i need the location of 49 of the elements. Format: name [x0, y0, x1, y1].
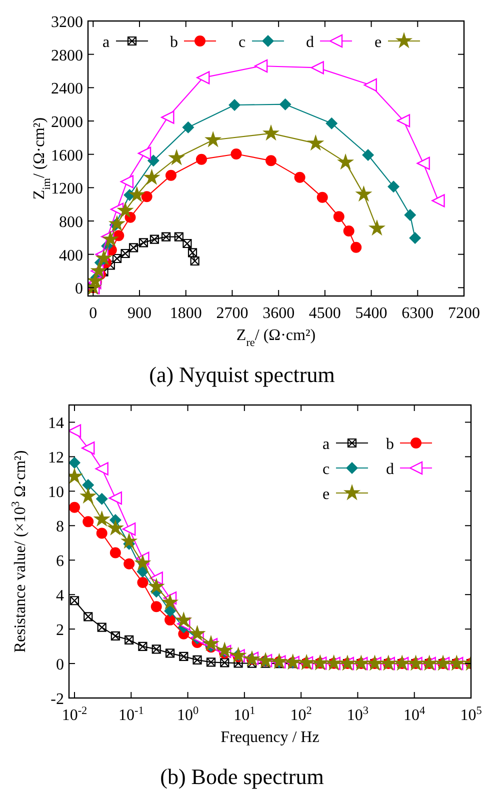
x-tick-label: 10$^{5}$ [460, 705, 482, 724]
legend-label: e [374, 34, 382, 51]
y-tick-label: 1200 [51, 180, 83, 198]
y-tick-label: 1600 [51, 147, 83, 164]
y-tick-label: 14 [48, 415, 64, 432]
y-tick-label: 0 [56, 656, 64, 674]
y-tick-label: 400 [59, 247, 83, 264]
x-tick-label: 7200 [448, 305, 480, 322]
x-tick-label: 10$^{4}$ [404, 705, 426, 724]
x-tick-label: 10$^{-2}$ [62, 705, 88, 724]
legend-label: c [322, 461, 330, 478]
x-tick-label: 0 [89, 305, 98, 322]
legend-label: c [238, 34, 246, 51]
x-tick-label: 10$^{-1}$ [118, 705, 144, 724]
x-tick-label: 900 [128, 305, 152, 322]
legend-label: b [386, 436, 394, 453]
y-tick-label: 2 [56, 622, 64, 640]
y-tick-label: 10 [48, 484, 64, 502]
x-tick-label: 10$^{0}$ [176, 705, 199, 724]
legend-label: b [170, 34, 178, 51]
text: (a) Nyquist spectrum [149, 362, 335, 387]
y-tick-label: -2 [50, 691, 64, 708]
y-tick-label: 2000 [51, 114, 83, 131]
y-tick-label: 6 [56, 553, 64, 570]
y-tick-label: 8 [56, 518, 64, 536]
y-tick-label: 2800 [51, 47, 83, 64]
y-tick-label: 0 [75, 280, 83, 298]
x-tick-label: 4500 [308, 305, 341, 322]
x-tick-label: 3600 [262, 305, 295, 322]
x-tick-label: 6300 [402, 305, 434, 322]
x-tick-label: 2700 [216, 305, 248, 322]
legend-label: e [322, 486, 330, 503]
y-tick-label: 12 [48, 450, 64, 467]
legend-label: a [102, 34, 110, 51]
legend-label: d [306, 34, 314, 51]
x-axis-title: Z$_{re}$/ (Ω·cm²) [236, 327, 316, 349]
text: (b) Bode spectrum [160, 764, 324, 789]
legend-label: a [322, 436, 330, 453]
legend-label: d [386, 461, 394, 478]
y-tick-label: 3200 [51, 14, 83, 31]
y-tick-label: 2400 [51, 80, 83, 98]
x-tick-label: 10$^{2}$ [290, 705, 312, 724]
x-tick-label: 10$^{1}$ [234, 705, 256, 724]
x-axis-title: Frequency / Hz [220, 729, 320, 746]
x-tick-label: 1800 [170, 305, 202, 322]
x-tick-label: 5400 [355, 305, 388, 322]
y-tick-label: 4 [56, 588, 64, 605]
x-tick-label: 10$^{3}$ [346, 705, 369, 724]
y-tick-label: 800 [59, 214, 83, 231]
